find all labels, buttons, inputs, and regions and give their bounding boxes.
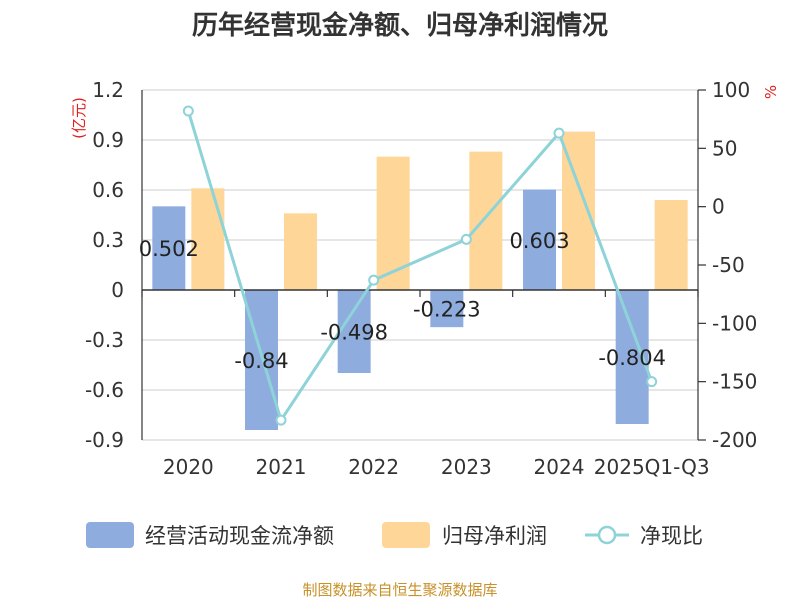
- chart-title: 历年经营现金净额、归母净利润情况: [192, 10, 608, 41]
- legend-label-ratio: 净现比: [640, 524, 703, 548]
- right-tick-label: 0: [712, 195, 725, 219]
- x-tick-label: 2020: [163, 455, 214, 479]
- legend-marker-ratio: [597, 525, 617, 545]
- right-tick-label: -50: [712, 253, 745, 277]
- left-tick-label: -0.9: [85, 428, 124, 452]
- left-tick-label: 0: [111, 278, 124, 302]
- data-label-cashflow-2023: -0.223: [413, 298, 481, 322]
- data-label-cashflow-2020: 0.502: [139, 237, 199, 261]
- bar-net-profit-2025Q1-Q3: [654, 200, 688, 290]
- bar-cashflow-2024: [523, 189, 556, 290]
- bar-cashflow-2020: [152, 206, 186, 290]
- data-label-cashflow-2024: 0.603: [509, 229, 569, 253]
- legend-label-net-profit: 归母净利润: [442, 524, 547, 548]
- axes: 1.2 0.9 0.6 0.3 0 -0.3 -0.6 -0.9 100 50 0 -50 -100 -1…: [85, 78, 757, 479]
- left-tick-label: -0.6: [85, 378, 124, 402]
- left-tick-label: 0.6: [92, 178, 124, 202]
- ratio-point-2023: [460, 233, 472, 245]
- right-axis-unit: %: [762, 85, 780, 99]
- ratio-point-2022: [368, 274, 380, 286]
- legend-swatch-net-profit: [382, 522, 430, 548]
- x-tick-label: 2025Q1-Q3: [594, 455, 710, 479]
- data-label-cashflow-2022: -0.498: [320, 321, 388, 345]
- ratio-line-layer: [182, 105, 658, 426]
- data-labels: 0.502 -0.84 -0.498 -0.223 0.603 -0.804: [139, 229, 666, 373]
- ratio-point-2020: [182, 105, 194, 117]
- left-tick-label: 0.9: [92, 128, 124, 152]
- legend-swatch-cashflow: [86, 522, 134, 548]
- bar-net-profit-2023: [469, 151, 503, 290]
- x-tick-label: 2024: [534, 455, 585, 479]
- x-tick-label: 2023: [441, 455, 492, 479]
- ratio-point-2024: [553, 127, 565, 139]
- source-note: 制图数据来自恒生聚源数据库: [302, 581, 497, 599]
- x-tick-label: 2021: [256, 455, 307, 479]
- bar-net-profit-2021: [284, 213, 317, 290]
- right-tick-label: -150: [712, 370, 757, 394]
- right-tick-label: -200: [712, 428, 757, 452]
- right-tick-label: 50: [712, 136, 737, 160]
- left-tick-label: -0.3: [85, 328, 124, 352]
- right-tick-label: 100: [712, 78, 750, 102]
- legend-label-cashflow: 经营活动现金流净额: [145, 524, 334, 548]
- ratio-point-2021: [275, 414, 287, 426]
- ratio-line: [186, 110, 654, 422]
- bar-cashflow-2022: [337, 290, 371, 373]
- bar-cashflow-2023: [430, 290, 464, 328]
- right-tick-label: -100: [712, 311, 757, 335]
- left-tick-label: 0.3: [92, 228, 124, 252]
- left-tick-label: 1.2: [92, 78, 124, 102]
- ratio-point-2025Q1-Q3: [646, 376, 658, 388]
- data-label-cashflow-2025Q1-Q3: -0.804: [598, 346, 666, 370]
- bar-net-profit-2020: [191, 188, 225, 290]
- left-axis-unit: (亿元): [70, 97, 88, 139]
- bar-layer: [152, 131, 688, 430]
- grid-lines: [142, 89, 698, 441]
- legend: 经营活动现金流净额 归母净利润 净现比: [86, 522, 703, 548]
- x-tick-label: 2022: [348, 455, 399, 479]
- data-label-cashflow-2021: -0.84: [234, 349, 288, 373]
